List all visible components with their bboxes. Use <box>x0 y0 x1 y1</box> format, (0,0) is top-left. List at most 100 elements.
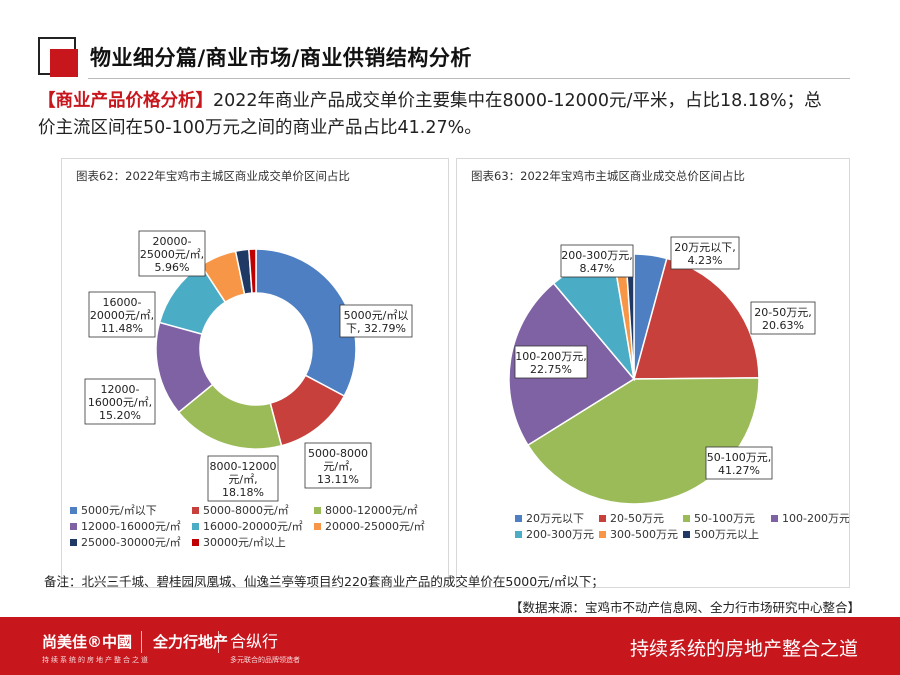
legend-label: 500万元以上 <box>694 528 759 541</box>
data-label-text: 5.96% <box>155 261 190 274</box>
data-label-text: 50-100万元, <box>707 451 771 464</box>
data-label-4: 100-200万元,22.75% <box>514 345 588 379</box>
legend-item: 20万元以下 <box>515 512 584 525</box>
data-label-text: 16000元/㎡, <box>88 396 152 409</box>
footer-brand-hzx: 合纵行 <box>230 632 279 651</box>
footer-brand-subtitle: 多元联合的品牌领造者 <box>230 656 300 664</box>
legend-label: 50-100万元 <box>694 512 755 525</box>
legend-label: 20-50万元 <box>610 512 664 525</box>
legend-swatch <box>599 515 606 522</box>
legend-label: 25000-30000元/㎡ <box>81 536 181 549</box>
total-price-pie-chart: 20万元以下,4.23% 20-50万元,20.63% 50-100万元,41.27… <box>508 236 849 541</box>
data-label-text: 20000- <box>153 235 192 248</box>
legend-item: 8000-12000元/㎡ <box>314 504 418 517</box>
legend-label: 100-200万元 <box>782 512 849 525</box>
legend-label: 200-300万元 <box>526 528 594 541</box>
legend-swatch <box>192 523 199 530</box>
data-label-5: 16000-20000元/㎡,11.48% <box>88 291 156 338</box>
data-label-text: 41.27% <box>718 464 760 477</box>
legend-swatch <box>192 507 199 514</box>
data-label-text: 25000元/㎡, <box>140 248 204 261</box>
data-label-5: 200-300万元,8.47% <box>560 244 634 278</box>
data-label-text: 13.11% <box>317 473 359 486</box>
data-label-3: 8000-12000元/㎡,18.18% <box>207 455 279 502</box>
data-label-text: 200-300万元, <box>561 249 632 262</box>
legend-label: 12000-16000元/㎡ <box>81 520 181 533</box>
slice-1 <box>255 248 357 398</box>
footnote: 备注：北兴三千城、碧桂园凤凰城、仙逸兰亭等项目约220套商业产品的成交单价在50… <box>44 574 604 589</box>
data-label-1: 5000元/㎡以下, 32.79% <box>339 304 413 338</box>
header-logo-square <box>50 49 78 77</box>
legend-swatch <box>515 531 522 538</box>
data-label-text: 20万元以下, <box>674 241 736 254</box>
data-label-text: 100-200万元, <box>515 350 586 363</box>
unit-price-chart-panel: 图表62：2022年宝鸡市主城区商业成交单价区间占比 5000元/㎡以 下, 32… <box>61 158 449 588</box>
data-label-text: 20.63% <box>762 319 804 332</box>
footer-bar: 尚美佳®中國 全力行地产 合纵行 持续系统的房地产整合之道 多元联合的品牌领造者… <box>0 617 900 675</box>
legend-swatch <box>70 507 77 514</box>
legend-label: 20万元以下 <box>526 512 584 525</box>
data-label-2: 20-50万元,20.63% <box>750 301 816 335</box>
legend-label: 5000-8000元/㎡ <box>203 504 289 517</box>
footer-brand-subtitle: 持续系统的房地产整合之道 <box>42 656 150 664</box>
legend-item: 20-50万元 <box>599 512 664 525</box>
legend-swatch <box>599 531 606 538</box>
legend-item: 300-500万元 <box>599 528 678 541</box>
legend-swatch <box>314 507 321 514</box>
data-label-text: 8.47% <box>580 262 615 275</box>
legend-label: 5000元/㎡以下 <box>81 504 157 517</box>
legend-swatch <box>683 515 690 522</box>
data-label-text: 4.23% <box>688 254 723 267</box>
footer-separator <box>218 631 219 653</box>
legend-swatch <box>70 539 77 546</box>
data-label-text: 20000元/㎡, <box>90 309 154 322</box>
legend-swatch <box>771 515 778 522</box>
slice-8 <box>248 248 257 294</box>
header-divider <box>88 78 850 79</box>
intro-paragraph: 【商业产品价格分析】2022年商业产品成交单价主要集中在8000-12000元/… <box>38 88 828 142</box>
legend-swatch <box>70 523 77 530</box>
data-label-1: 20万元以下,4.23% <box>670 236 740 270</box>
legend-item: 100-200万元 <box>771 512 849 525</box>
data-label-text: 20-50万元, <box>754 306 811 319</box>
footer-slogan: 持续系统的房地产整合之道 <box>629 638 858 660</box>
intro-text: 2022年商业产品成交单价主要集中在8000-12000元/平米，占比18.18… <box>38 91 822 138</box>
data-label-text: 5000-8000 <box>308 447 368 460</box>
legend-label: 30000元/㎡以上 <box>203 536 286 549</box>
data-label-text: 12000- <box>101 383 140 396</box>
legend-item: 200-300万元 <box>515 528 594 541</box>
page-title: 物业细分篇/商业市场/商业供销结构分析 <box>90 46 472 70</box>
legend-item: 50-100万元 <box>683 512 755 525</box>
footer-brand-qlx: 全力行地产 <box>153 633 229 651</box>
footer-separator <box>141 631 142 653</box>
intro-tag: 【商业产品价格分析】 <box>38 91 213 111</box>
footer-brand-smj: 尚美佳®中國 <box>42 633 133 651</box>
data-label-text: 18.18% <box>222 486 264 499</box>
legend-label: 16000-20000元/㎡ <box>203 520 303 533</box>
unit-price-chart-title: 图表62：2022年宝鸡市主城区商业成交单价区间占比 <box>76 169 350 183</box>
legend-item: 16000-20000元/㎡ <box>192 520 303 533</box>
total-price-chart-panel: 图表63：2022年宝鸡市主城区商业成交总价区间占比 20万元以下, 4.23% 2… <box>456 158 850 588</box>
legend-swatch <box>515 515 522 522</box>
legend-label: 20000-25000元/㎡ <box>325 520 425 533</box>
total-price-chart-title: 图表63：2022年宝鸡市主城区商业成交总价区间占比 <box>471 169 745 183</box>
legend-item: 25000-30000元/㎡ <box>70 536 181 549</box>
data-label-6: 20000-25000元/㎡,5.96% <box>138 230 206 277</box>
data-label-text: 15.20% <box>99 409 141 422</box>
data-label-text: 元/㎡, <box>323 460 352 473</box>
legend-item: 5000元/㎡以下 <box>70 504 157 517</box>
legend-label: 8000-12000元/㎡ <box>325 504 418 517</box>
data-label-text: 8000-12000 <box>210 460 277 473</box>
legend-item: 500万元以上 <box>683 528 759 541</box>
data-label-text: 元/㎡, <box>228 473 257 486</box>
legend-swatch <box>683 531 690 538</box>
data-label-text: 22.75% <box>530 363 572 376</box>
data-label-text: 16000- <box>103 296 142 309</box>
data-label-text: 5000元/㎡以 <box>344 309 409 322</box>
legend-label: 300-500万元 <box>610 528 678 541</box>
legend-item: 5000-8000元/㎡ <box>192 504 289 517</box>
data-label-2: 5000-8000元/㎡,13.11% <box>304 442 372 489</box>
legend-item: 20000-25000元/㎡ <box>314 520 425 533</box>
data-label-text: 下, 32.79% <box>346 322 406 335</box>
data-label-text: 11.48% <box>101 322 143 335</box>
